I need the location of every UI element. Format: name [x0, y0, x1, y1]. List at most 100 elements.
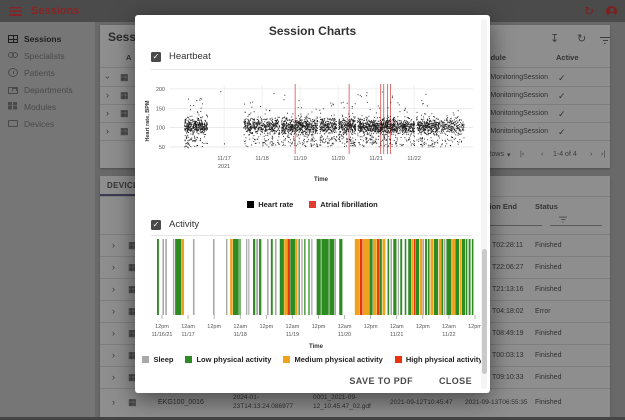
table-row[interactable]: › ▦ MonitoringSession ✓ [100, 69, 610, 86]
table-row[interactable]: › ▦ T22:06:27 Finished [100, 257, 610, 278]
table-row[interactable]: › ▦ T09:10:33 Finished [100, 367, 610, 388]
chevron-right-icon[interactable]: › [106, 108, 109, 118]
chevron-right-icon[interactable]: › [112, 284, 115, 294]
legend-item: High physical activity [394, 355, 483, 364]
table-row[interactable]: › ▦ MonitoringSession ✓ [100, 105, 610, 122]
menu-icon[interactable] [9, 6, 22, 16]
table-row[interactable]: › ▦ T02:28:11 Finished [100, 235, 610, 256]
file-cell-line2: 12_10.45.47_02.gdf [313, 403, 371, 410]
prev-page-icon[interactable]: ‹ [541, 151, 544, 158]
svg-text:100: 100 [156, 126, 165, 132]
table-row[interactable]: › ▦ MonitoringSession ✓ [100, 123, 610, 140]
modules-icon [8, 101, 18, 112]
specialists-icon [8, 51, 18, 61]
chevron-right-icon[interactable]: › [112, 306, 115, 316]
chevron-right-icon[interactable]: › [106, 126, 109, 136]
col-header-first: A [126, 53, 132, 62]
session-end-filter-input[interactable] [490, 214, 542, 226]
heartbeat-legend: Heart rate Atrial fibrillation [135, 200, 490, 209]
svg-text:Time: Time [314, 177, 329, 183]
session-end-cell: T08:49:19 [492, 330, 524, 337]
download-icon[interactable]: ↧ [550, 33, 560, 45]
table-row[interactable]: › ▦ MonitoringSession ✓ [100, 87, 610, 104]
sidebar-item-modules[interactable]: Modules [0, 98, 95, 115]
status-cell: Finished [535, 352, 562, 359]
refresh-icon[interactable]: ↻ [583, 4, 594, 18]
svg-text:12am: 12am [442, 324, 456, 330]
sidebar-item-departments[interactable]: Departments [0, 81, 95, 98]
svg-text:50: 50 [159, 145, 165, 151]
svg-text:11/17: 11/17 [217, 156, 230, 162]
col-header-session-end: Session End [471, 202, 517, 211]
svg-text:Heart rate, BPM: Heart rate, BPM [145, 100, 151, 141]
tab-device-measurements[interactable]: DEVICE M [107, 181, 149, 190]
app-title: Sessions [31, 5, 80, 17]
svg-text:12pm: 12pm [312, 324, 326, 330]
activity-toggle-row: ✓ Activity [151, 219, 199, 230]
svg-text:11/21: 11/21 [390, 332, 403, 338]
sidebar-item-sessions[interactable]: Sessions [0, 30, 95, 47]
sidebar-item-devices[interactable]: Devices [0, 115, 95, 132]
svg-text:11/17: 11/17 [181, 332, 194, 338]
chevron-right-icon[interactable]: › [112, 350, 115, 360]
status-filter-input[interactable] [550, 214, 602, 226]
session-start-cell: 2021-09-12T10:45:47 [390, 399, 453, 406]
legend-item: Heart rate [247, 200, 293, 209]
status-filter-icon[interactable] [559, 216, 567, 223]
last-page-icon[interactable]: ›| [601, 151, 606, 158]
sessions-icon [8, 34, 18, 43]
sidebar-item-label: Specialists [24, 50, 65, 61]
modal-scrollbar[interactable] [481, 19, 487, 389]
account-icon[interactable] [606, 5, 617, 17]
chevron-down-icon[interactable]: › [103, 76, 113, 79]
table-row[interactable]: › ▦ T04:18:02 Error [100, 301, 610, 322]
table-row[interactable]: › ▦ T21:13:16 Finished [100, 279, 610, 300]
next-page-icon[interactable]: › [590, 151, 593, 158]
heartbeat-checkbox[interactable]: ✓ [151, 51, 161, 62]
save-to-pdf-button[interactable]: SAVE TO PDF [343, 372, 419, 390]
active-check-icon: ✓ [558, 109, 566, 119]
session-charts-modal: Session Charts ✓ Heartbeat 50 100 150 200 11… [135, 15, 490, 393]
chevron-right-icon[interactable]: › [112, 240, 115, 250]
chevron-right-icon[interactable]: › [112, 397, 115, 407]
svg-text:11/18: 11/18 [234, 332, 247, 338]
active-check-icon: ✓ [558, 73, 566, 83]
svg-text:Time: Time [309, 344, 324, 350]
active-check-icon: ✓ [558, 127, 566, 137]
refresh-table-icon[interactable]: ↻ [577, 33, 587, 45]
chevron-right-icon[interactable]: › [112, 372, 115, 382]
session-end-cell: T09:10:33 [492, 374, 524, 381]
grid-icon: ▦ [128, 306, 137, 316]
svg-text:11/16/21: 11/16/21 [151, 332, 172, 338]
legend-swatch [283, 356, 291, 363]
caret-down-icon[interactable]: ▾ [507, 152, 511, 159]
patients-icon [8, 68, 18, 77]
table-row[interactable]: › ▦ T08:49:19 Finished [100, 323, 610, 344]
activity-chart: 12pm 11/16/21 12am 11/17 12pm 12am 11/18 12pm 12… [151, 239, 482, 350]
svg-text:12pm: 12pm [468, 324, 482, 330]
filter-icon[interactable] [600, 37, 610, 44]
rows-per-page-label[interactable]: Rows [486, 151, 504, 158]
created-cell-line1: 2024-01- [233, 394, 260, 401]
chevron-right-icon[interactable]: › [112, 328, 115, 338]
devices-icon [8, 120, 18, 127]
heartbeat-label: Heartbeat [169, 51, 211, 62]
scrollbar-thumb[interactable] [481, 249, 487, 374]
close-button[interactable]: CLOSE [433, 372, 478, 390]
device-name-cell: EKG100_0016 [158, 399, 204, 406]
svg-text:12pm: 12pm [155, 324, 169, 330]
chevron-right-icon[interactable]: › [112, 262, 115, 272]
sidebar-item-patients[interactable]: Patients [0, 64, 95, 81]
chevron-right-icon[interactable]: › [106, 90, 109, 100]
sidebar-item-specialists[interactable]: Specialists [0, 47, 95, 64]
modal-title: Session Charts [268, 24, 357, 38]
grid-icon: ▦ [120, 108, 129, 118]
table-row[interactable]: › ▦ EKG100_0016 2024-01- 23T14:13:24.086… [100, 389, 610, 416]
legend-swatch [142, 356, 150, 363]
first-page-icon[interactable]: |‹ [520, 151, 525, 158]
status-cell: Finished [535, 374, 562, 381]
heartbeat-toggle-row: ✓ Heartbeat [151, 51, 211, 62]
table-row[interactable]: › ▦ T00:03:13 Finished [100, 345, 610, 366]
status-cell: Error [535, 308, 551, 315]
activity-checkbox[interactable]: ✓ [151, 219, 161, 230]
